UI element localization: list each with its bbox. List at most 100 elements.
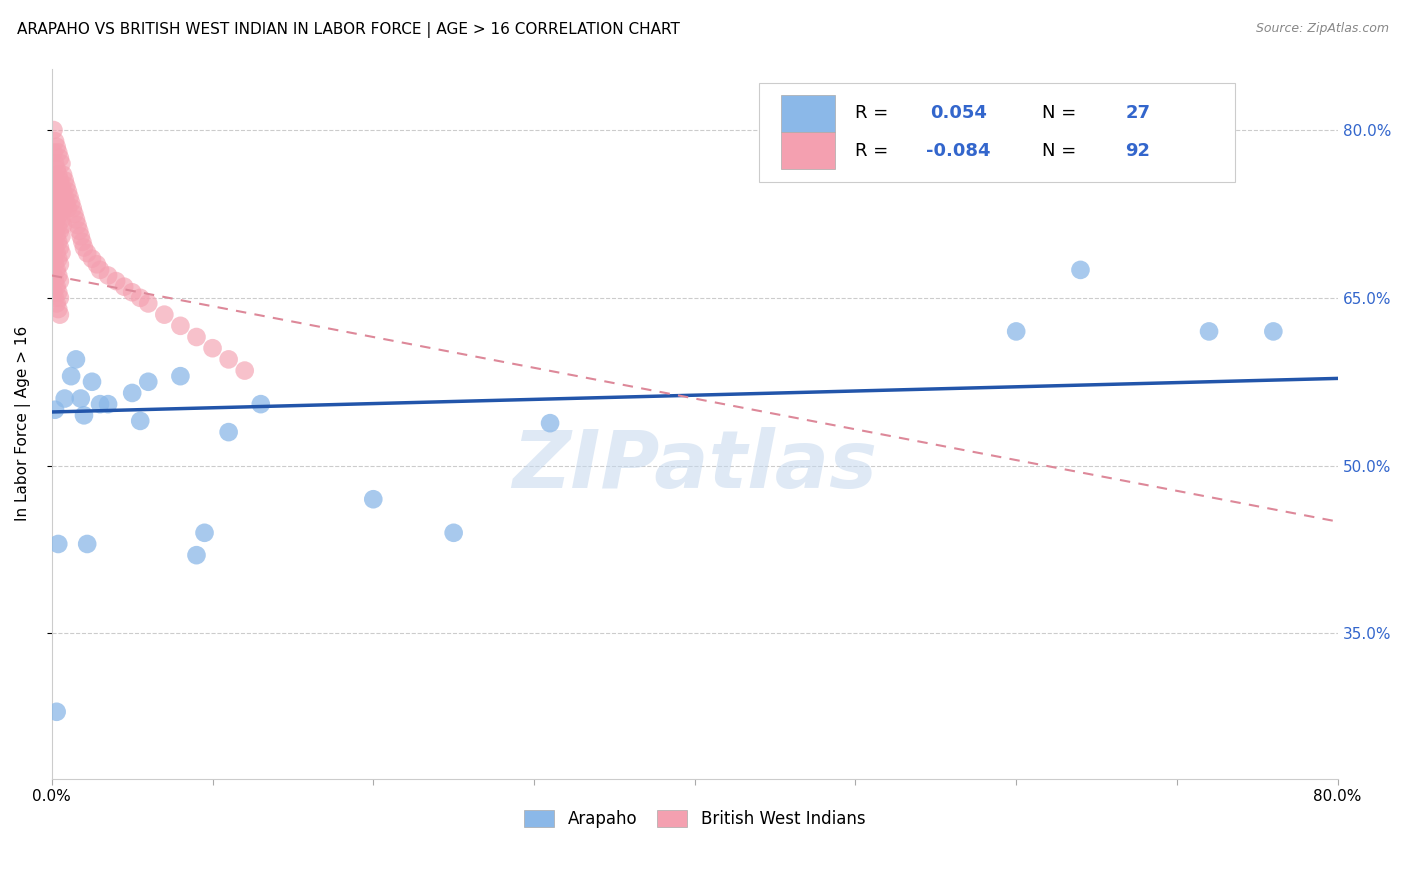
Text: 92: 92 <box>1125 142 1150 160</box>
Point <box>129 414 152 428</box>
Point <box>67 224 90 238</box>
Point <box>46 285 69 300</box>
Point <box>46 168 69 182</box>
Point <box>53 392 76 406</box>
Point <box>44 274 66 288</box>
Point <box>46 185 69 199</box>
Point <box>49 224 72 238</box>
Point <box>97 397 120 411</box>
Point <box>73 240 96 254</box>
Point <box>97 268 120 283</box>
Text: R =: R = <box>855 142 894 160</box>
Point <box>45 705 67 719</box>
Text: N =: N = <box>1042 104 1081 122</box>
Point <box>60 369 83 384</box>
Point <box>193 525 215 540</box>
Point <box>42 185 65 199</box>
Point <box>112 279 135 293</box>
Y-axis label: In Labor Force | Age > 16: In Labor Force | Age > 16 <box>15 326 31 521</box>
Point <box>42 218 65 232</box>
Point <box>80 252 103 266</box>
Point <box>53 173 76 187</box>
Point <box>86 257 108 271</box>
Point <box>186 330 208 344</box>
Point <box>65 212 87 227</box>
Point <box>69 229 91 244</box>
Point <box>49 240 72 254</box>
Point <box>44 257 66 271</box>
Point <box>89 263 111 277</box>
Point <box>44 402 66 417</box>
Point <box>60 195 83 210</box>
Point <box>44 156 66 170</box>
Point <box>44 173 66 187</box>
Point <box>51 156 73 170</box>
Point <box>49 291 72 305</box>
Point <box>46 301 69 316</box>
Point <box>44 190 66 204</box>
Point <box>46 235 69 249</box>
Point <box>51 246 73 260</box>
Point <box>45 195 67 210</box>
Point <box>44 291 66 305</box>
Point <box>49 190 72 204</box>
Point <box>45 179 67 194</box>
Legend: Arapaho, British West Indians: Arapaho, British West Indians <box>517 803 872 835</box>
Point <box>51 195 73 210</box>
Point <box>56 185 79 199</box>
Text: ARAPAHO VS BRITISH WEST INDIAN IN LABOR FORCE | AGE > 16 CORRELATION CHART: ARAPAHO VS BRITISH WEST INDIAN IN LABOR … <box>17 22 679 38</box>
Point <box>76 246 98 260</box>
Point <box>73 409 96 423</box>
FancyBboxPatch shape <box>780 132 835 169</box>
Point <box>233 363 256 377</box>
Point <box>52 168 75 182</box>
Point <box>1069 263 1091 277</box>
Point <box>538 416 561 430</box>
Point <box>42 145 65 160</box>
Point <box>52 202 75 216</box>
Point <box>201 341 224 355</box>
Point <box>218 352 240 367</box>
Point <box>65 352 87 367</box>
Text: 0.054: 0.054 <box>929 104 987 122</box>
Point <box>1198 325 1220 339</box>
Point <box>44 224 66 238</box>
Point <box>42 235 65 249</box>
Text: -0.084: -0.084 <box>927 142 991 160</box>
Point <box>62 202 84 216</box>
Text: N =: N = <box>1042 142 1081 160</box>
Point <box>49 308 72 322</box>
Point <box>186 548 208 562</box>
Point <box>49 207 72 221</box>
Point <box>42 123 65 137</box>
Point <box>46 145 69 160</box>
Point <box>49 151 72 165</box>
Point <box>46 252 69 266</box>
Point <box>58 190 80 204</box>
Point <box>80 375 103 389</box>
Point <box>44 240 66 254</box>
Point <box>218 425 240 439</box>
Text: Source: ZipAtlas.com: Source: ZipAtlas.com <box>1256 22 1389 36</box>
Point <box>69 392 91 406</box>
Point <box>51 212 73 227</box>
Point <box>42 168 65 182</box>
Point <box>66 218 89 232</box>
Point <box>89 397 111 411</box>
Point <box>121 386 143 401</box>
Point <box>45 263 67 277</box>
Point <box>55 179 77 194</box>
Point <box>443 525 465 540</box>
Point <box>45 162 67 177</box>
Point <box>1263 325 1285 339</box>
Point <box>51 229 73 244</box>
Point <box>361 492 384 507</box>
Text: 27: 27 <box>1125 104 1150 122</box>
Point <box>56 202 79 216</box>
Point <box>169 318 191 333</box>
Text: R =: R = <box>855 104 894 122</box>
Point <box>52 185 75 199</box>
Point <box>52 218 75 232</box>
Point <box>46 202 69 216</box>
Point <box>169 369 191 384</box>
